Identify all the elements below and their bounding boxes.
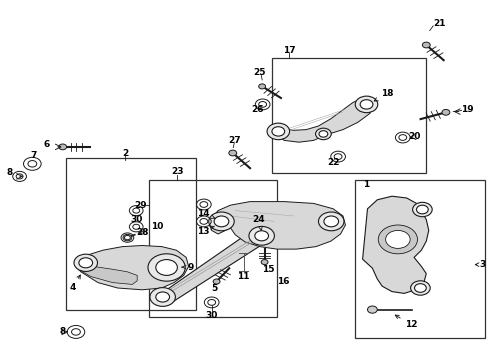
Text: 29: 29 <box>134 201 147 210</box>
Circle shape <box>416 205 428 214</box>
Text: 18: 18 <box>374 89 393 101</box>
Circle shape <box>355 96 378 113</box>
Text: 12: 12 <box>395 315 418 329</box>
Circle shape <box>124 235 130 240</box>
Text: 1: 1 <box>364 180 369 189</box>
Text: 20: 20 <box>408 132 420 141</box>
Circle shape <box>386 230 410 248</box>
Circle shape <box>259 102 267 107</box>
Circle shape <box>150 288 175 306</box>
Circle shape <box>413 202 432 217</box>
Circle shape <box>133 208 140 213</box>
Bar <box>272 58 426 173</box>
Circle shape <box>442 109 450 115</box>
Circle shape <box>16 174 23 179</box>
Circle shape <box>213 279 220 284</box>
Polygon shape <box>76 246 189 290</box>
Circle shape <box>360 100 373 109</box>
Circle shape <box>200 219 208 224</box>
Bar <box>355 180 485 338</box>
Circle shape <box>208 300 216 305</box>
Text: 5: 5 <box>212 284 218 293</box>
Text: 19: 19 <box>461 105 473 114</box>
Circle shape <box>214 216 229 227</box>
Text: 4: 4 <box>69 275 80 292</box>
Text: 11: 11 <box>237 272 250 281</box>
Text: 13: 13 <box>196 226 215 236</box>
Text: 26: 26 <box>251 105 264 114</box>
Polygon shape <box>159 229 269 304</box>
Circle shape <box>209 212 234 231</box>
Polygon shape <box>273 99 372 142</box>
Circle shape <box>79 258 93 268</box>
Circle shape <box>368 306 377 313</box>
Polygon shape <box>363 196 429 293</box>
Text: 30: 30 <box>205 310 218 320</box>
Circle shape <box>334 154 342 159</box>
Text: 28: 28 <box>136 228 148 237</box>
Text: 8: 8 <box>7 168 13 177</box>
Text: 6: 6 <box>44 140 49 149</box>
Circle shape <box>148 254 185 281</box>
Circle shape <box>59 144 67 150</box>
Text: 22: 22 <box>327 158 340 167</box>
Circle shape <box>422 42 430 48</box>
Circle shape <box>267 123 290 140</box>
Text: 24: 24 <box>252 215 265 230</box>
Circle shape <box>415 284 426 292</box>
Text: 2: 2 <box>122 149 128 158</box>
Circle shape <box>378 225 417 254</box>
Text: 23: 23 <box>171 166 184 176</box>
Text: 8: 8 <box>60 328 66 336</box>
Bar <box>149 180 277 317</box>
Circle shape <box>156 260 177 275</box>
Circle shape <box>316 128 331 140</box>
Circle shape <box>261 260 268 265</box>
Text: 21: 21 <box>433 19 446 28</box>
Circle shape <box>133 224 140 229</box>
Text: 9: 9 <box>182 263 195 272</box>
Text: 30: 30 <box>130 215 143 224</box>
Circle shape <box>399 135 407 140</box>
Circle shape <box>255 231 269 241</box>
Circle shape <box>72 329 80 335</box>
Circle shape <box>259 84 266 89</box>
Text: 25: 25 <box>253 68 266 77</box>
Text: 17: 17 <box>283 46 295 55</box>
Circle shape <box>74 254 98 271</box>
Text: 14: 14 <box>196 209 215 219</box>
Circle shape <box>28 161 37 167</box>
Polygon shape <box>81 265 137 284</box>
Text: 16: 16 <box>277 277 290 286</box>
Circle shape <box>123 234 132 241</box>
Circle shape <box>249 226 274 245</box>
Text: 3: 3 <box>475 260 486 269</box>
Bar <box>66 158 196 310</box>
Polygon shape <box>210 202 345 249</box>
Circle shape <box>319 131 328 137</box>
Text: 27: 27 <box>228 136 241 145</box>
Circle shape <box>411 281 430 295</box>
Circle shape <box>200 202 208 207</box>
Circle shape <box>324 216 339 227</box>
Text: 7: 7 <box>30 151 37 160</box>
Text: 10: 10 <box>138 222 163 234</box>
Circle shape <box>272 127 285 136</box>
Circle shape <box>318 212 344 231</box>
Text: 15: 15 <box>262 265 275 274</box>
Circle shape <box>229 150 237 156</box>
Circle shape <box>156 292 170 302</box>
